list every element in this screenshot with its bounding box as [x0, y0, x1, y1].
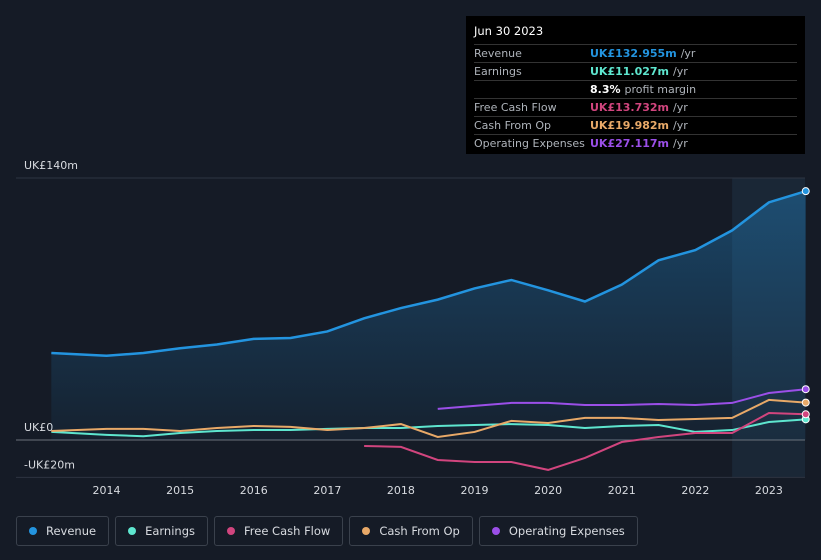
tooltip-row: Operating Expenses UK£27.117m/yr [474, 134, 797, 152]
tooltip-row: 8.3% profit margin [474, 80, 797, 98]
tooltip-value: UK£27.117m [590, 137, 670, 150]
x-tick-label: 2022 [681, 484, 709, 497]
tooltip-label: Operating Expenses [474, 137, 585, 150]
tooltip-row: Cash From Op UK£19.982m/yr [474, 116, 797, 134]
tooltip-value: UK£13.732m [590, 101, 670, 114]
tooltip-label: Free Cash Flow [474, 101, 557, 114]
tooltip-unit: /yr [673, 65, 688, 78]
end-dot [801, 398, 810, 407]
series-line [51, 189, 807, 358]
legend-label: Revenue [46, 524, 97, 538]
tooltip-value: UK£19.982m [590, 119, 670, 132]
x-tick-label: 2015 [166, 484, 194, 497]
legend-item[interactable]: Earnings [115, 516, 208, 546]
tooltip-value: UK£11.027m [590, 65, 670, 78]
x-tick-label: 2020 [534, 484, 562, 497]
tooltip-label: Cash From Op [474, 119, 552, 132]
tooltip-row: Free Cash Flow UK£13.732m/yr [474, 98, 797, 116]
series-line [437, 388, 806, 410]
legend-label: Cash From Op [379, 524, 460, 538]
legend-swatch [491, 527, 500, 535]
legend-label: Free Cash Flow [244, 524, 331, 538]
tooltip-unit: profit margin [624, 83, 697, 96]
legend-label: Operating Expenses [508, 524, 625, 538]
tooltip-label: Earnings [474, 65, 522, 78]
tooltip-unit: /yr [680, 47, 696, 60]
legend-item[interactable]: Cash From Op [349, 516, 473, 546]
y-tick-label: -UK£20m [24, 458, 75, 471]
tooltip-value: UK£132.955m [590, 47, 677, 60]
tooltip-unit: /yr [673, 119, 688, 132]
end-dot [801, 187, 810, 196]
end-dot [801, 410, 810, 419]
x-tick-label: 2023 [755, 484, 783, 497]
tooltip-date: Jun 30 2023 [474, 24, 544, 38]
legend-item[interactable]: Revenue [16, 516, 110, 546]
series-line [51, 398, 806, 439]
tooltip-unit: /yr [673, 101, 688, 114]
x-tick-label: 2021 [608, 484, 636, 497]
revenue-area [51, 191, 806, 440]
legend-swatch [362, 527, 371, 535]
end-dot [801, 385, 810, 394]
tooltip-row: Earnings UK£11.027m/yr [474, 62, 797, 80]
legend-item[interactable]: Operating Expenses [478, 516, 638, 546]
legend: Revenue Earnings Free Cash Flow Cash From O… [16, 516, 638, 546]
legend-label: Earnings [145, 524, 195, 538]
legend-swatch [227, 527, 235, 535]
x-tick-label: 2018 [387, 484, 415, 497]
tooltip: Jun 30 2023 Revenue UK£132.955m/yr Earning… [466, 16, 805, 154]
legend-swatch [128, 527, 137, 535]
x-tick-label: 2019 [461, 484, 489, 497]
legend-swatch [29, 527, 37, 535]
series-line [364, 412, 806, 471]
x-tick-label: 2017 [313, 484, 341, 497]
legend-item[interactable]: Free Cash Flow [214, 516, 344, 546]
tooltip-value: 8.3% [590, 83, 621, 96]
x-tick-label: 2016 [240, 484, 268, 497]
y-tick-label: UK£0 [24, 421, 53, 434]
y-tick-label: UK£140m [24, 159, 78, 172]
x-tick-label: 2014 [93, 484, 121, 497]
tooltip-label: Revenue [474, 47, 522, 60]
series-line [51, 418, 806, 438]
tooltip-unit: /yr [673, 137, 688, 150]
tooltip-row: Revenue UK£132.955m/yr [474, 44, 797, 62]
